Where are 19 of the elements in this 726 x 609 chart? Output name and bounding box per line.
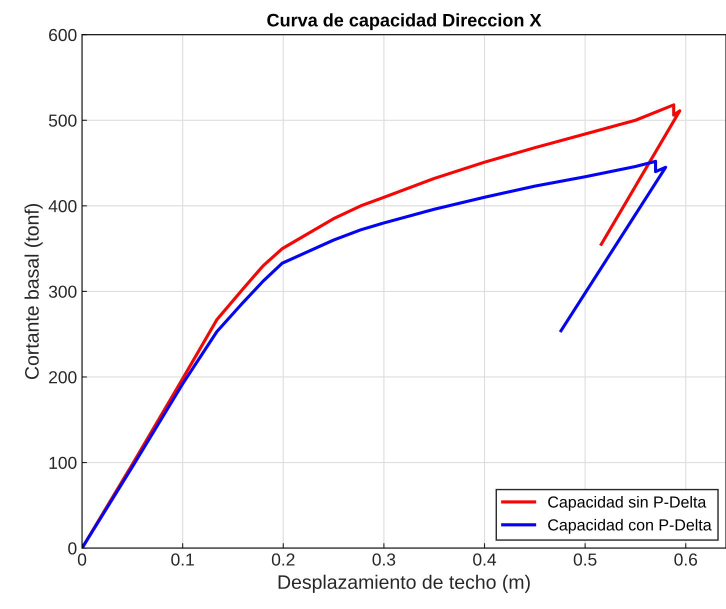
legend-label: Capacidad sin P-Delta [548,496,706,511]
y-tick-label: 100 [50,456,76,469]
x-tick-label: 0.3 [372,553,396,566]
x-axis-title: Desplazamiento de techo (m) [278,574,530,593]
y-tick-label: 200 [49,371,76,384]
y-tick-label: 300 [48,286,76,298]
x-tick-label: 0.5 [574,553,596,566]
y-axis-title: Cortante basal (tonf) [24,204,43,380]
x-tick-label: 0.4 [473,553,496,566]
x-tick-label: 0.6 [674,553,698,566]
legend-label: Capacidad con P-Delta [548,518,712,534]
x-tick-label: 0.2 [272,553,294,566]
y-tick-label: 400 [48,200,76,212]
y-tick-label: 600 [49,28,76,42]
chart-title: Curva de capacidad Direccion X [267,13,542,30]
x-tick-label: 0 [78,553,86,566]
x-tick-label: 0.1 [171,553,194,566]
y-tick-label: 0 [68,542,76,555]
y-tick-label: 500 [48,114,76,127]
